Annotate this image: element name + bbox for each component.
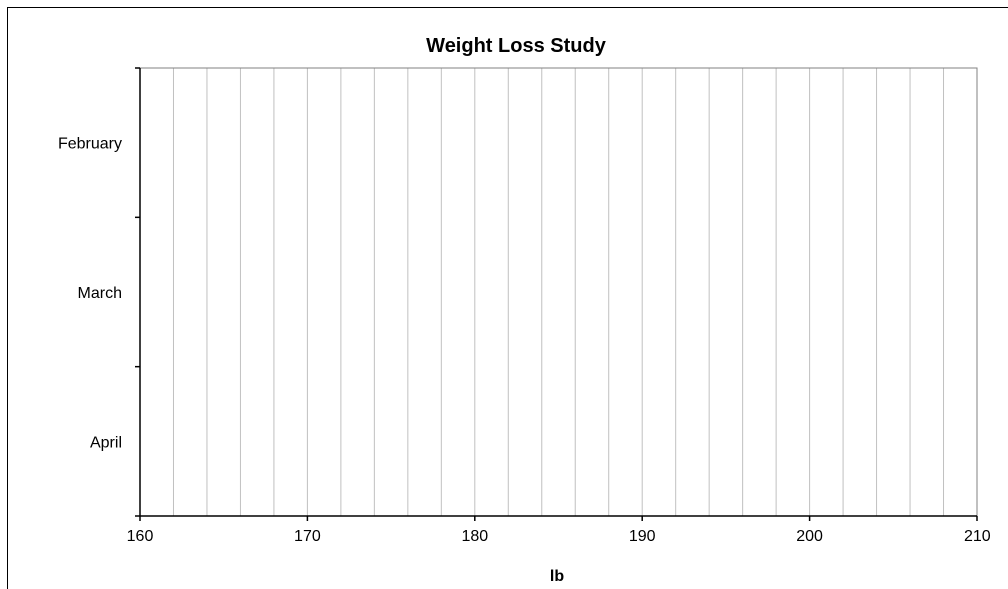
- x-tick-label: 160: [127, 528, 154, 545]
- x-axis-labels: 160 170 180 190 200 210: [127, 528, 991, 545]
- plot-frame: [139, 67, 978, 517]
- y-axis-ticks: [135, 67, 140, 517]
- y-tick-label: February: [58, 136, 122, 153]
- x-tick-label: 180: [461, 528, 488, 545]
- chart-title: Weight Loss Study: [426, 35, 607, 57]
- x-tick-label: 200: [796, 528, 823, 545]
- x-tick-label: 210: [964, 528, 991, 545]
- x-tick-label: 170: [294, 528, 321, 545]
- gridlines: [172, 68, 945, 516]
- y-axis-labels: February March April: [58, 136, 122, 452]
- y-tick-label: March: [78, 285, 122, 302]
- x-tick-label: 190: [629, 528, 656, 545]
- x-axis-title: lb: [550, 568, 564, 585]
- y-tick-label: April: [90, 434, 122, 451]
- x-axis-ticks: [139, 516, 978, 521]
